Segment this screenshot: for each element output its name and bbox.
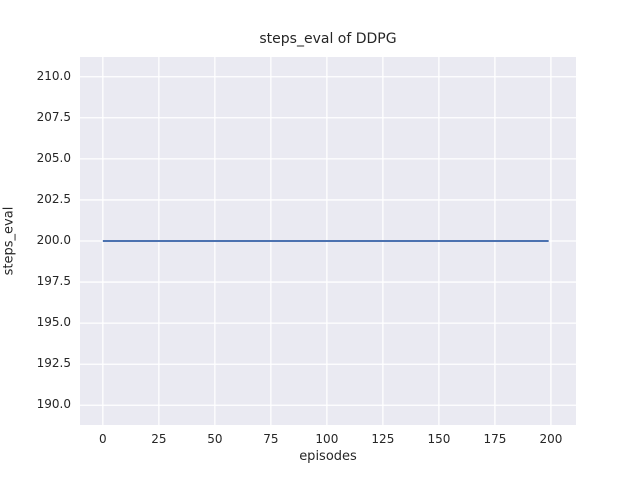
plot-area (80, 57, 576, 425)
x-tick-label: 50 (207, 432, 223, 446)
x-tick-label: 75 (263, 432, 279, 446)
y-tick-label: 197.5 (36, 274, 71, 289)
chart-title: steps_eval of DDPG (259, 31, 397, 47)
x-tick-label: 175 (483, 432, 507, 446)
x-tick-label: 0 (99, 432, 107, 446)
y-tick-label: 190.0 (36, 397, 71, 412)
plot-canvas (80, 57, 576, 425)
x-axis-label: episodes (299, 449, 357, 464)
y-tick-label: 210.0 (36, 68, 71, 83)
x-tick-label: 125 (371, 432, 395, 446)
y-tick-label: 195.0 (36, 315, 71, 330)
x-tick-label: 150 (427, 432, 451, 446)
y-tick-label: 200.0 (36, 233, 71, 247)
x-tick-label: 100 (315, 432, 339, 446)
y-tick-label: 202.5 (36, 191, 71, 206)
x-tick-label: 25 (151, 432, 167, 446)
y-tick-label: 192.5 (36, 356, 71, 371)
y-tick-label: 207.5 (36, 109, 71, 124)
x-tick-label: 200 (539, 432, 563, 446)
y-tick-label: 205.0 (36, 150, 71, 165)
